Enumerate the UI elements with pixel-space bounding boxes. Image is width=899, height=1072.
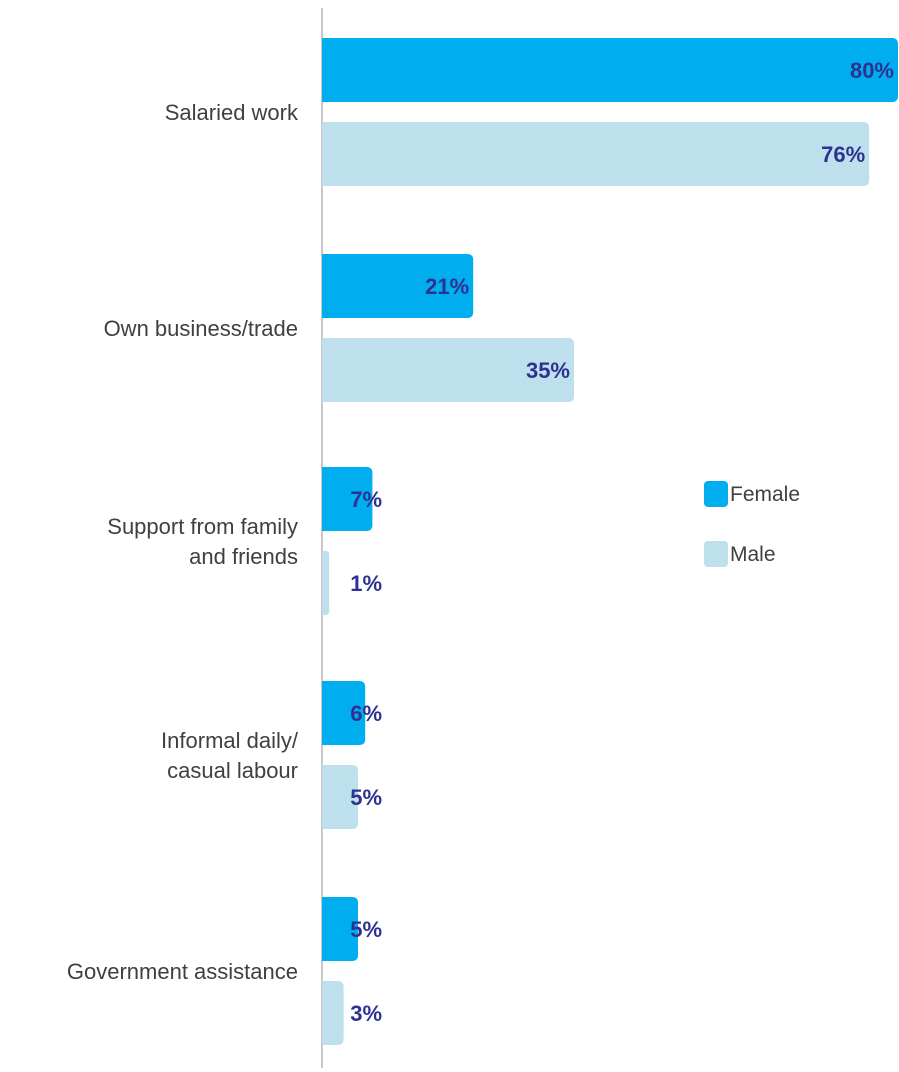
legend-label-male: Male	[730, 543, 776, 566]
bar-male-salaried-work	[322, 122, 870, 186]
legend-swatch-female	[704, 481, 728, 507]
labels-layer: 80% 76% Salaried work 21% 35% Own business/tr…	[67, 58, 894, 1026]
bar-female-government-assistance	[322, 897, 358, 961]
category-label-government-assistance: Government assistance	[67, 959, 298, 984]
data-label-female-support-from-family-and-friends: 7%	[350, 487, 382, 512]
data-label-female-informal-daily-casual-labour: 6%	[350, 701, 382, 726]
data-label-male-salaried-work: 76%	[821, 142, 865, 167]
data-label-male-informal-daily-casual-labour: 5%	[350, 785, 382, 810]
bar-female-support-from-family-and-friends	[322, 467, 373, 531]
bar-male-government-assistance	[322, 981, 344, 1045]
category-label-informal-daily-casual-labour: Informal daily/casual labour	[161, 728, 299, 783]
data-label-male-own-business-trade: 35%	[526, 358, 570, 383]
legend-swatch-male	[704, 541, 728, 567]
legend-label-female: Female	[730, 483, 800, 506]
category-label-own-business-trade: Own business/trade	[104, 316, 298, 341]
category-label-support-from-family-and-friends: Support from family and friends	[107, 514, 298, 569]
bar-female-own-business-trade	[322, 254, 474, 318]
bars-layer	[322, 38, 898, 1045]
data-label-female-government-assistance: 5%	[350, 917, 382, 942]
bar-male-informal-daily-casual-labour	[322, 765, 358, 829]
legend: Female Male	[704, 481, 800, 567]
data-label-male-support-from-family-and-friends: 1%	[350, 571, 382, 596]
bar-female-informal-daily-casual-labour	[322, 681, 366, 745]
category-label-salaried-work: Salaried work	[165, 100, 299, 125]
data-label-female-salaried-work: 80%	[850, 58, 894, 83]
bar-male-own-business-trade	[322, 338, 574, 402]
data-label-female-own-business-trade: 21%	[425, 274, 469, 299]
data-label-male-government-assistance: 3%	[350, 1001, 382, 1026]
bar-male-support-from-family-and-friends	[322, 551, 330, 615]
bar-female-salaried-work	[322, 38, 898, 102]
